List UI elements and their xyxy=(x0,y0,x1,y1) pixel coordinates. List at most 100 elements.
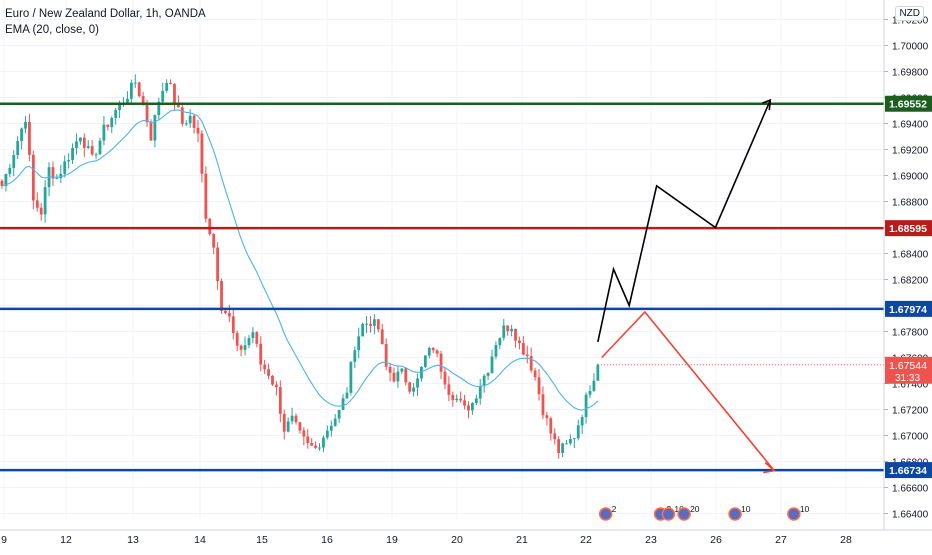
time-tick-label: 26 xyxy=(710,534,722,546)
candle-body xyxy=(259,343,263,365)
price-tick-label: 1.69800 xyxy=(892,68,929,79)
candle-body xyxy=(173,84,176,104)
candle-body xyxy=(439,353,443,372)
candle-body xyxy=(506,325,510,332)
candle-body xyxy=(212,233,216,248)
price-tick-label: 1.70000 xyxy=(892,42,929,53)
candle-body xyxy=(59,173,63,179)
economic-event-icon[interactable] xyxy=(661,507,676,521)
candle-body xyxy=(431,347,435,351)
price-tick-label: 1.67200 xyxy=(892,406,929,417)
candle-body xyxy=(161,90,165,102)
candle-body xyxy=(188,115,192,124)
candle-body xyxy=(561,443,564,453)
current-price-label: 1.67544 xyxy=(889,360,927,372)
candle-body xyxy=(39,207,43,215)
time-tick-label: 23 xyxy=(645,534,657,546)
candle-body xyxy=(227,313,231,317)
candle-body xyxy=(102,124,106,141)
candle-body xyxy=(584,394,588,418)
price-tick-label: 1.70200 xyxy=(892,16,929,27)
candle-body xyxy=(126,98,129,103)
candle-body xyxy=(349,361,353,393)
candle-body xyxy=(251,332,255,339)
candle-body xyxy=(549,418,553,434)
candle-body xyxy=(133,82,137,84)
candle-body xyxy=(502,325,506,338)
candle-body xyxy=(275,384,278,388)
candle-body xyxy=(278,387,282,414)
candle-body xyxy=(353,350,357,362)
candle-body xyxy=(451,394,455,401)
candle-body xyxy=(408,382,412,392)
economic-event-icon[interactable] xyxy=(598,507,613,521)
ema-line xyxy=(1,109,599,411)
candle-body xyxy=(28,121,31,155)
candle-body xyxy=(494,345,498,357)
price-tick-label: 1.68400 xyxy=(892,250,929,261)
level-price-label: 1.66734 xyxy=(889,465,927,477)
candle-body xyxy=(498,337,502,346)
economic-event-icon[interactable] xyxy=(677,507,691,521)
candle-body xyxy=(220,281,223,311)
candle-body xyxy=(286,421,290,432)
candle-body xyxy=(290,415,294,422)
candle-body xyxy=(4,173,8,187)
level-price-tag[interactable] xyxy=(885,220,932,237)
candle-body xyxy=(384,344,388,367)
forecast-bearish-path[interactable] xyxy=(601,310,775,472)
time-tick-label: 20 xyxy=(451,534,463,546)
price-tick-label: 1.68200 xyxy=(892,276,929,287)
price-tick-label: 1.69000 xyxy=(892,172,929,183)
candle-body xyxy=(75,141,78,148)
time-tick-label: 13 xyxy=(127,534,139,546)
price-tick-label: 1.67400 xyxy=(892,380,929,391)
currency-badge[interactable]: NZD xyxy=(895,6,924,21)
price-tick-label: 1.67000 xyxy=(892,432,929,443)
time-tick-label: 14 xyxy=(194,534,206,546)
economic-event-icon[interactable] xyxy=(787,507,801,521)
candle-body xyxy=(282,413,286,432)
candle-body xyxy=(255,332,259,344)
economic-event-count: 2 xyxy=(612,504,617,514)
candle-body xyxy=(208,218,212,234)
candle-body xyxy=(478,386,482,399)
candle-body xyxy=(216,247,219,282)
candle-body xyxy=(314,445,317,448)
current-price-tag[interactable] xyxy=(885,356,932,384)
forecast-bullish-path[interactable] xyxy=(597,99,772,343)
symbol-title: Euro / New Zealand Dollar, 1h, OANDA xyxy=(5,8,206,20)
candle-body xyxy=(247,338,251,346)
level-price-tag[interactable] xyxy=(885,300,932,317)
candle-body xyxy=(55,178,59,180)
candle-body xyxy=(200,133,204,174)
level-price-tag[interactable] xyxy=(885,462,932,479)
price-tick-label: 1.69400 xyxy=(892,120,929,131)
candle-body xyxy=(231,316,235,334)
candle-body xyxy=(565,443,568,445)
candle-body xyxy=(373,319,376,326)
candle-body xyxy=(467,405,470,411)
economic-event-icon[interactable] xyxy=(728,507,742,521)
time-tick-label: 21 xyxy=(516,534,528,546)
level-price-tag[interactable] xyxy=(885,95,932,112)
candle-body xyxy=(35,200,39,208)
candle-body xyxy=(541,394,545,416)
candle-body xyxy=(357,336,361,351)
candle-body xyxy=(271,375,274,385)
candle-body xyxy=(20,128,23,142)
candle-body xyxy=(267,369,270,376)
candle-body xyxy=(412,387,415,392)
price-tick-label: 1.66600 xyxy=(892,484,929,495)
time-tick-label: 16 xyxy=(321,534,333,546)
candle-body xyxy=(396,371,400,382)
price-axis-panel[interactable] xyxy=(884,0,932,550)
candle-body xyxy=(196,127,200,134)
candle-body xyxy=(337,409,341,419)
candle-body xyxy=(588,390,592,395)
price-tick-label: 1.67800 xyxy=(892,328,929,339)
price-tick-label: 1.68800 xyxy=(892,198,929,209)
candle-body xyxy=(416,378,419,388)
